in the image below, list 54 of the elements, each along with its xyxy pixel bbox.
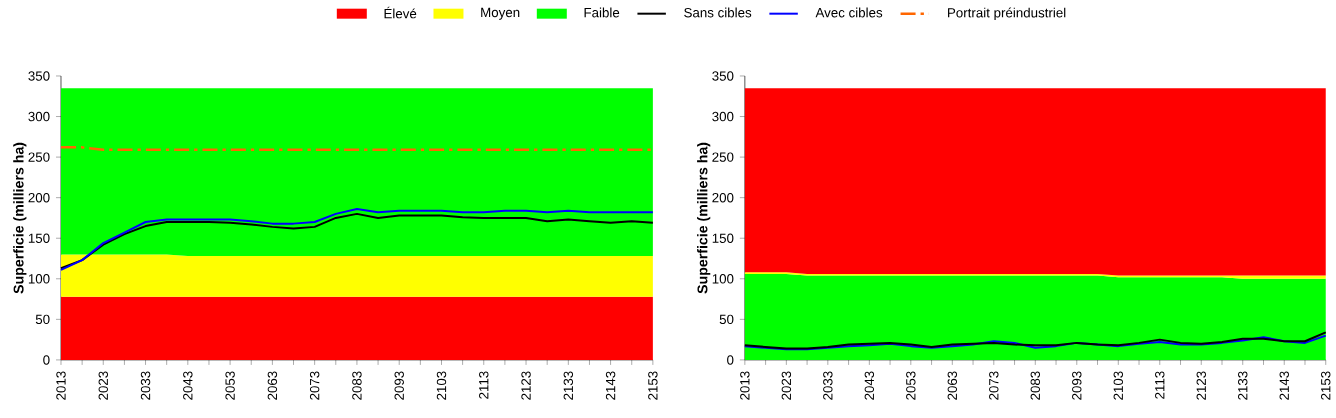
x-tick-label: 2133 <box>563 371 574 400</box>
x-tick-label: 2123 <box>1196 371 1206 400</box>
y-tick-label: 0 <box>43 355 50 365</box>
x-tick-label: 2013 <box>740 371 750 400</box>
legend-label: Moyen <box>481 7 520 20</box>
y-tick-label: 150 <box>28 233 50 243</box>
x-tick-label: 2033 <box>140 371 151 400</box>
x-tick-label: 2043 <box>183 371 193 400</box>
x-tick-label: 2093 <box>394 371 404 400</box>
y-tick-label: 100 <box>28 274 50 284</box>
legend-label: Sans cibles <box>684 7 752 18</box>
x-tick-label: 2043 <box>864 371 875 400</box>
y-tick-label: 200 <box>28 193 50 203</box>
x-tick-label: 2133 <box>1238 371 1248 400</box>
x-tick-label: 2083 <box>1030 371 1041 400</box>
y-axis-title: Superficie (milliers ha) <box>13 142 27 294</box>
legend-label: Avec cibles <box>815 7 883 18</box>
x-tick-label: 2073 <box>309 371 320 400</box>
x-tick-label: 2113 <box>1155 371 1165 399</box>
y-tick-label: 50 <box>35 314 50 325</box>
x-tick-label: 2063 <box>947 371 958 400</box>
y-tick-label: 0 <box>727 355 734 365</box>
x-tick-label: 2123 <box>521 371 531 400</box>
x-tick-label: 2153 <box>648 371 658 400</box>
y-tick-label: 150 <box>712 233 734 243</box>
y-tick-label: 350 <box>712 71 734 81</box>
y-tick-label: 250 <box>28 152 50 162</box>
x-tick-label: 2143 <box>1279 371 1289 400</box>
x-tick-label: 2103 <box>1113 371 1123 400</box>
y-tick-label: 300 <box>712 111 734 122</box>
x-tick-label: 2113 <box>479 371 489 399</box>
x-tick-label: 2023 <box>781 371 792 400</box>
x-tick-label: 2013 <box>56 371 66 400</box>
x-tick-label: 2053 <box>906 371 916 400</box>
x-tick-label: 2093 <box>1072 371 1082 400</box>
legend-label: Faible <box>584 7 620 18</box>
x-tick-label: 2083 <box>352 371 362 400</box>
x-tick-label: 2143 <box>605 371 616 400</box>
y-tick-label: 50 <box>719 314 734 325</box>
x-tick-label: 2063 <box>267 371 278 400</box>
x-tick-label: 2053 <box>225 371 235 400</box>
x-tick-label: 2033 <box>823 371 833 400</box>
y-tick-label: 350 <box>28 71 50 81</box>
x-tick-label: 2023 <box>98 371 108 400</box>
legend-label: Portrait préindustriel <box>948 7 1066 21</box>
y-tick-label: 200 <box>712 193 734 203</box>
y-tick-label: 250 <box>712 152 734 162</box>
y-tick-label: 300 <box>28 111 50 122</box>
y-tick-label: 100 <box>712 274 734 284</box>
x-tick-label: 2103 <box>436 371 447 400</box>
x-tick-label: 2073 <box>989 371 999 400</box>
y-axis-title: Superficie (milliers ha) <box>697 142 711 294</box>
x-tick-label: 2153 <box>1321 371 1331 400</box>
legend-label: Élevé <box>384 6 417 19</box>
